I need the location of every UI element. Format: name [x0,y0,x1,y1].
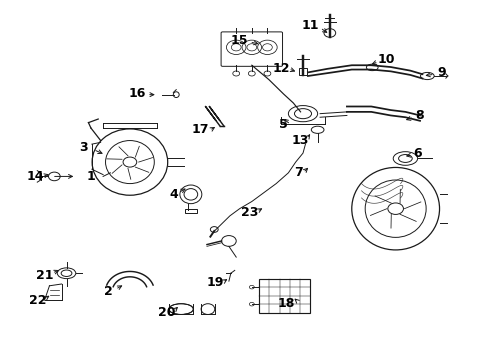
Text: 14: 14 [26,170,43,183]
Text: 11: 11 [301,19,319,32]
Text: 2: 2 [103,285,112,298]
Text: 7: 7 [293,166,302,179]
Text: 3: 3 [79,141,88,154]
Text: 10: 10 [376,53,394,66]
Text: 13: 13 [291,134,308,147]
Text: 21: 21 [36,269,53,282]
Text: 18: 18 [277,297,294,310]
Text: 16: 16 [128,87,145,100]
Bar [184,210,196,213]
Text: 17: 17 [191,123,209,136]
Text: 6: 6 [412,147,421,159]
Text: 4: 4 [169,188,178,201]
Text: 8: 8 [415,109,424,122]
Bar [259,279,310,313]
Text: 1: 1 [86,170,95,183]
Text: 15: 15 [230,33,248,47]
Text: 19: 19 [206,276,224,289]
Text: 22: 22 [28,294,46,307]
Text: 9: 9 [437,66,446,79]
Text: 23: 23 [240,206,258,219]
Text: 5: 5 [279,118,287,131]
Text: 12: 12 [272,62,289,75]
Bar [298,68,307,75]
Text: 20: 20 [158,306,175,319]
